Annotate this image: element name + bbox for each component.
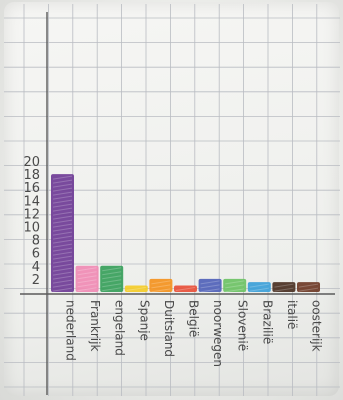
crayon-stroke — [52, 287, 73, 292]
bar-duitsland — [149, 278, 173, 292]
bar-slovenië — [223, 278, 247, 292]
crayon-stroke — [77, 275, 97, 280]
crayon-stroke — [151, 280, 171, 285]
crayon-stroke — [52, 183, 73, 188]
bar-spanje — [124, 285, 148, 292]
x-tick-label: België — [187, 300, 201, 337]
y-tick-label: 18 — [23, 168, 40, 183]
x-tick-label: Brazilië — [260, 300, 274, 344]
crayon-stroke — [52, 243, 73, 248]
crayon-stroke — [102, 287, 122, 292]
crayon-stroke — [102, 279, 122, 284]
x-tick-label: Slovenië — [236, 300, 250, 351]
y-tick-label: 8 — [32, 234, 40, 249]
y-tick-label: 10 — [23, 221, 40, 236]
crayon-stroke — [52, 275, 73, 280]
crayon-stroke — [52, 271, 73, 276]
crayon-stroke — [225, 288, 245, 293]
x-tick-label: Frankrijk — [88, 300, 102, 351]
bar-frankrijk — [75, 265, 99, 292]
crayon-stroke — [52, 227, 73, 232]
bar-nederland — [51, 174, 74, 292]
crayon-stroke — [249, 283, 269, 288]
y-tick-label: 4 — [32, 260, 40, 275]
crayon-stroke — [151, 284, 171, 289]
crayon-stroke — [274, 287, 294, 292]
bars — [51, 174, 320, 293]
y-tick-label: 12 — [23, 207, 40, 222]
crayon-stroke — [77, 267, 97, 272]
crayon-stroke — [225, 280, 245, 285]
x-tick-label: Spanje — [137, 300, 151, 341]
bar-noorwegen — [198, 278, 222, 292]
crayon-stroke — [52, 283, 73, 288]
x-tick-label: italië — [285, 300, 299, 329]
crayon-stroke — [52, 211, 73, 216]
crayon-stroke — [151, 288, 171, 293]
x-tick-label: noorwegen — [211, 300, 225, 367]
crayon-stroke — [200, 288, 220, 293]
crayon-stroke — [298, 283, 319, 288]
crayon-stroke — [102, 275, 122, 280]
crayon-stroke — [52, 223, 73, 228]
crayon-stroke — [52, 207, 73, 212]
y-tick-label: 6 — [32, 247, 40, 262]
crayon-stroke — [77, 279, 97, 284]
crayon-stroke — [52, 239, 73, 244]
crayon-stroke — [52, 175, 73, 180]
y-tick-label: 2 — [32, 273, 40, 288]
crayon-stroke — [102, 283, 122, 288]
x-tick-label: oosterijk — [310, 300, 324, 352]
bar-brazilië — [247, 282, 271, 292]
crayon-stroke — [52, 215, 73, 220]
bar-italië — [272, 282, 296, 292]
crayon-stroke — [200, 280, 220, 285]
y-tick-label: 20 — [23, 155, 40, 170]
x-tick-label: engeland — [113, 300, 127, 356]
crayon-stroke — [52, 267, 73, 272]
crayon-stroke — [274, 283, 294, 288]
bar-engeland — [100, 265, 124, 292]
crayon-stroke — [52, 259, 73, 264]
crayon-stroke — [52, 231, 73, 236]
crayon-stroke — [52, 219, 73, 224]
crayon-stroke — [77, 271, 97, 276]
crayon-stroke — [102, 267, 122, 272]
crayon-stroke — [52, 179, 73, 184]
x-tick-label: nederland — [64, 300, 78, 361]
crayon-stroke — [52, 251, 73, 256]
crayon-stroke — [52, 203, 73, 208]
crayon-stroke — [52, 263, 73, 268]
x-tick-labels: nederland Frankrijk engeland Spanje Duitslan… — [64, 300, 324, 367]
crayon-stroke — [52, 199, 73, 204]
crayon-stroke — [102, 271, 122, 276]
crayon-stroke — [126, 286, 146, 291]
y-tick-label: 16 — [23, 181, 40, 196]
crayon-stroke — [249, 287, 269, 292]
crayon-stroke — [225, 284, 245, 289]
crayon-stroke — [77, 287, 97, 292]
crayon-stroke — [298, 287, 319, 292]
x-tick-label: Duitsland — [162, 300, 176, 357]
crayon-stroke — [52, 255, 73, 260]
crayon-stroke — [200, 284, 220, 289]
crayon-stroke — [77, 283, 97, 288]
crayon-stroke — [52, 191, 73, 196]
crayon-stroke — [52, 235, 73, 240]
crayon-stroke — [52, 279, 73, 284]
crayon-stroke — [175, 286, 196, 291]
y-tick-label: 14 — [23, 194, 40, 209]
crayon-stroke — [52, 187, 73, 192]
crayon-stroke — [52, 247, 73, 252]
crayon-stroke — [52, 195, 73, 200]
bar-oosterijk — [297, 282, 320, 292]
bar-belgië — [174, 285, 197, 292]
